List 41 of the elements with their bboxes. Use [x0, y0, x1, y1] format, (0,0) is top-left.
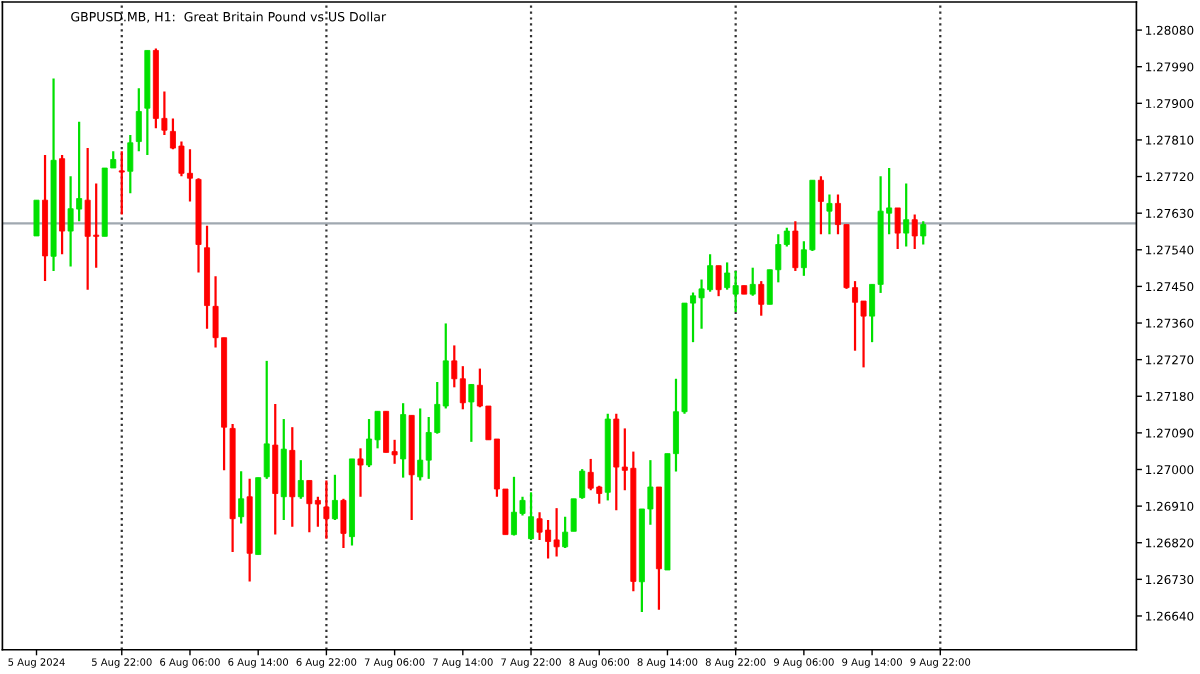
candlestick	[84, 146, 91, 291]
candlestick	[570, 497, 577, 533]
candlestick	[817, 175, 824, 236]
candlestick	[33, 199, 40, 238]
candlestick	[724, 261, 731, 291]
candlestick	[417, 407, 424, 482]
candlestick	[715, 264, 722, 298]
candlestick	[920, 220, 927, 246]
candlestick	[792, 220, 799, 273]
candlestick	[127, 133, 134, 195]
candlestick	[118, 150, 125, 216]
candlestick	[280, 417, 287, 522]
candlestick	[135, 87, 142, 153]
candlestick	[289, 426, 296, 528]
candlestick	[340, 497, 347, 550]
candlestick	[331, 473, 338, 522]
candlestick	[459, 365, 466, 411]
candlestick	[297, 459, 304, 500]
candlestick	[366, 417, 373, 469]
candlestick	[587, 457, 594, 492]
candlestick	[826, 193, 833, 236]
candlestick	[553, 507, 560, 558]
candlestick	[749, 266, 756, 297]
candlestick	[536, 511, 543, 541]
candlestick	[579, 467, 586, 500]
candlestick	[528, 491, 535, 541]
candlestick	[911, 213, 918, 251]
candlestick	[894, 206, 901, 251]
candlestick	[400, 402, 407, 479]
candlestick	[263, 359, 270, 480]
candlestick	[903, 182, 910, 248]
candlestick	[323, 479, 330, 540]
candlestick	[758, 280, 765, 317]
candlestick	[306, 479, 313, 534]
candlestick	[732, 269, 739, 314]
candlestick	[383, 410, 390, 454]
candlestick	[562, 515, 569, 550]
candlestick	[357, 447, 364, 498]
candlestick	[468, 382, 475, 443]
candlestick	[67, 175, 74, 268]
candlestick	[238, 470, 245, 525]
